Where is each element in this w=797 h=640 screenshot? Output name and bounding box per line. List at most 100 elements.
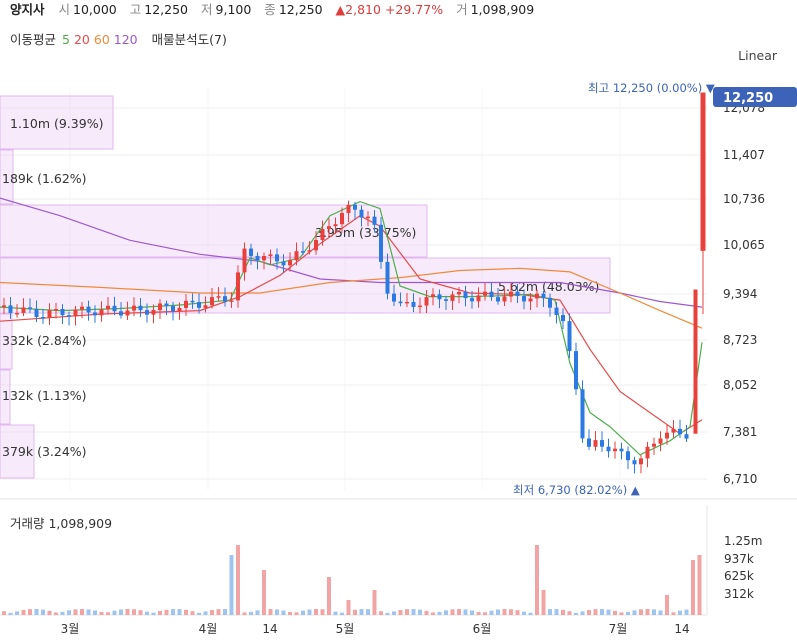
candle-body bbox=[502, 296, 507, 302]
volume-bar bbox=[151, 612, 156, 615]
volume-value: 1,098,909 bbox=[470, 2, 535, 17]
candle-body bbox=[125, 310, 130, 316]
candle-body bbox=[619, 448, 624, 452]
candle-body bbox=[606, 446, 611, 452]
volume-profile-label: 132k (1.13%) bbox=[2, 388, 87, 403]
candle-body bbox=[700, 92, 706, 251]
volume-bar bbox=[177, 609, 182, 615]
volume-bar bbox=[574, 612, 578, 615]
volume-bar bbox=[106, 612, 110, 615]
volume-bars: 거래량 1,098,909 1.25m 937k 625k 312k bbox=[0, 505, 762, 616]
candle-body bbox=[2, 305, 6, 308]
candle-body bbox=[665, 432, 669, 439]
candle-body bbox=[203, 305, 208, 308]
candle-body bbox=[392, 293, 396, 302]
candle-body bbox=[379, 224, 383, 262]
volume-profile-label: 3.95m (33.75%) bbox=[315, 225, 416, 240]
candle-body bbox=[457, 291, 461, 295]
candle-body bbox=[632, 460, 637, 465]
volume-bar bbox=[379, 611, 383, 615]
volume-bar bbox=[535, 545, 539, 615]
volume-bar bbox=[184, 609, 188, 615]
volume-bar bbox=[242, 612, 247, 615]
volume-bar bbox=[86, 609, 91, 615]
x-tick-label: 4월 bbox=[199, 622, 218, 636]
candle-body bbox=[613, 448, 617, 452]
y-tick-label: 8,052 bbox=[723, 378, 757, 392]
candle-body bbox=[652, 443, 656, 447]
volume-bar bbox=[294, 612, 299, 615]
candle-body bbox=[249, 248, 253, 256]
candle-body bbox=[340, 213, 344, 225]
candle-body bbox=[138, 305, 143, 311]
candle-body bbox=[541, 293, 546, 298]
candle-body bbox=[262, 255, 266, 261]
candle-body bbox=[210, 297, 214, 306]
volume-bar bbox=[496, 609, 500, 615]
candle-body bbox=[333, 224, 338, 227]
x-tick-label: 14 bbox=[674, 622, 689, 636]
x-tick-label: 3월 bbox=[61, 622, 80, 636]
scale-toggle-button[interactable]: Linear bbox=[738, 48, 777, 63]
candle-body bbox=[294, 251, 299, 261]
candle-body bbox=[268, 254, 273, 256]
candle-body bbox=[548, 297, 552, 308]
candle-body bbox=[320, 229, 325, 240]
candle-body bbox=[60, 309, 65, 316]
candle-body bbox=[509, 291, 513, 297]
volume-bar bbox=[437, 611, 442, 615]
candles bbox=[2, 92, 706, 474]
volume-profile-bar bbox=[0, 95, 114, 150]
y-tick-label: 8,723 bbox=[723, 333, 757, 347]
volume-profile: 1.10m (9.39%)189k (1.62%)3.95m (33.75%)5… bbox=[0, 95, 611, 479]
volume-bar bbox=[502, 609, 507, 615]
volume-bar bbox=[619, 612, 624, 615]
volume-bar bbox=[171, 609, 175, 615]
candle-body bbox=[366, 216, 370, 219]
price-badge-label: 12,250 bbox=[723, 91, 773, 106]
candle-body bbox=[418, 305, 422, 308]
candle-body bbox=[476, 295, 481, 302]
candle-body bbox=[151, 310, 156, 315]
volume-bar bbox=[346, 600, 351, 615]
volume-bar bbox=[275, 609, 279, 615]
candle-body bbox=[671, 428, 676, 433]
candle-body bbox=[398, 301, 403, 304]
candle-body bbox=[359, 209, 364, 218]
volume-bar bbox=[684, 609, 689, 615]
volume-bar bbox=[2, 611, 6, 615]
candle-body bbox=[489, 291, 494, 298]
volume-bar bbox=[483, 612, 487, 615]
open-value: 10,000 bbox=[73, 2, 117, 17]
volume-bar bbox=[229, 555, 234, 615]
volume-bar bbox=[80, 609, 84, 615]
time-axis: 3월 4월 14 5월 6월 7월 14 bbox=[61, 622, 690, 636]
x-tick-label: 14 bbox=[262, 622, 277, 636]
volume-bar bbox=[249, 611, 253, 615]
candle-body bbox=[54, 309, 58, 311]
volume-bar bbox=[236, 545, 240, 615]
candle-body bbox=[80, 306, 84, 310]
volume-bar bbox=[366, 609, 370, 615]
volume-bar bbox=[288, 612, 292, 615]
volume-bar bbox=[301, 610, 305, 615]
high-label: 고 bbox=[129, 2, 142, 17]
candle-body bbox=[678, 428, 682, 435]
volume-bar bbox=[281, 610, 286, 615]
volume-bar bbox=[509, 609, 513, 615]
volume-profile-label[interactable]: 매물분석도(7) bbox=[151, 32, 227, 47]
x-tick-label: 7월 bbox=[609, 622, 628, 636]
candle-body bbox=[444, 299, 448, 301]
candle-body bbox=[314, 239, 318, 251]
volume-bar bbox=[450, 609, 455, 615]
candle-body bbox=[554, 307, 559, 315]
volume-bar bbox=[125, 609, 130, 615]
volume-bar bbox=[431, 612, 435, 615]
candle-body bbox=[639, 458, 643, 465]
low-value: 9,100 bbox=[215, 2, 252, 17]
ma-label[interactable]: 이동평균 bbox=[10, 32, 57, 47]
candle-body bbox=[41, 316, 45, 319]
volume-bar bbox=[216, 609, 221, 615]
volume-bar bbox=[658, 610, 663, 615]
candle-body bbox=[99, 309, 104, 316]
